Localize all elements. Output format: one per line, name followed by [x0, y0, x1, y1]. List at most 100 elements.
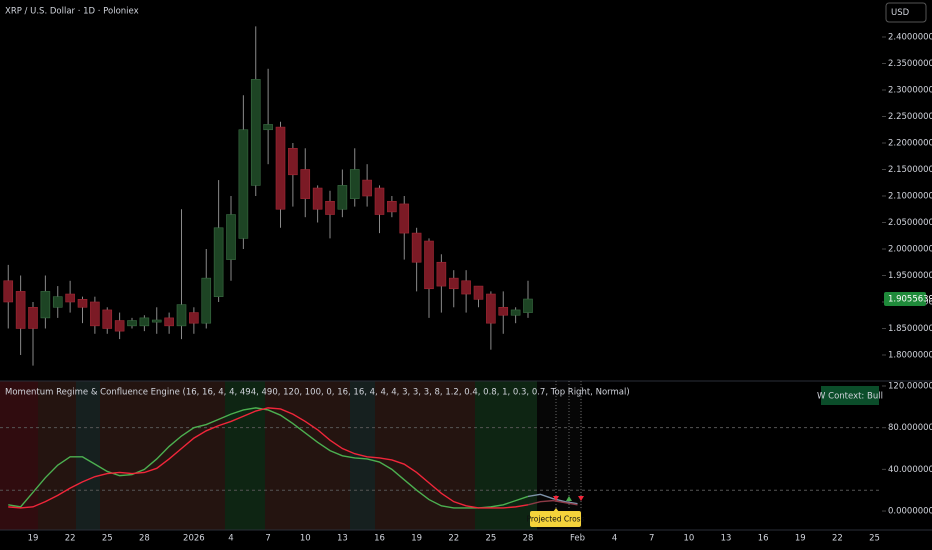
- candle-body: [288, 147, 298, 176]
- regime-band: [265, 381, 350, 530]
- context-label: W Context: Bull: [817, 392, 883, 402]
- x-tick-label: 22: [832, 534, 843, 544]
- y-tick-label: 2.40000000: [888, 32, 932, 42]
- x-tick-label: 28: [523, 534, 534, 544]
- candle-body: [325, 200, 335, 215]
- chart-title: XRP / U.S. Dollar · 1D · Poloniex: [5, 7, 139, 17]
- y-tick-label: 2.15000000: [888, 165, 932, 175]
- x-tick-label: 25: [485, 534, 496, 544]
- candle-body: [424, 240, 434, 290]
- candle-body: [250, 79, 261, 186]
- x-tick-label: 4: [228, 534, 233, 544]
- candle-body: [461, 280, 471, 295]
- candle-body: [40, 291, 51, 319]
- currency-label[interactable]: USD: [891, 8, 910, 18]
- candle-body: [52, 296, 63, 308]
- candle-body: [213, 227, 224, 297]
- annotation: Projected Cross: [527, 515, 585, 524]
- candle-body: [238, 129, 249, 239]
- indicator-line: [8, 407, 529, 509]
- candle-body: [226, 214, 236, 260]
- candle-body: [362, 179, 372, 197]
- candle-body: [90, 301, 100, 327]
- last-price-label: 1.90556399: [888, 295, 932, 305]
- regime-band: [76, 381, 100, 530]
- y-tick-label: 2.10000000: [888, 191, 932, 201]
- cross-marker: [566, 496, 572, 501]
- x-tick-label: 10: [300, 534, 311, 544]
- y-tick-label: 0.00000000: [888, 507, 932, 517]
- y-tick-label: 2.30000000: [888, 85, 932, 95]
- currency-button[interactable]: [885, 2, 927, 23]
- indicator-line: [527, 493, 578, 505]
- y-tick-label: 1.80000000: [888, 350, 932, 360]
- candle-body: [201, 277, 212, 324]
- candle-body: [65, 293, 75, 303]
- x-tick-label: 22: [448, 534, 459, 544]
- candle-body: [139, 317, 150, 327]
- candle-body: [411, 232, 422, 263]
- candle-body: [387, 200, 397, 213]
- last-price-tag: [884, 292, 926, 307]
- candle-body: [300, 169, 311, 199]
- y-tick-label: 2.05000000: [888, 218, 932, 228]
- y-tick-label: 2.20000000: [888, 138, 932, 148]
- candle-body: [263, 124, 273, 131]
- regime-background: [0, 381, 582, 530]
- x-tick-label: 19: [795, 534, 806, 544]
- context-box: [821, 386, 879, 405]
- x-tick-label: 13: [721, 534, 732, 544]
- candle-body: [486, 293, 496, 324]
- x-tick-label: 19: [28, 534, 39, 544]
- candle-body: [3, 280, 14, 303]
- candle-body: [176, 304, 187, 327]
- y-tick-label: 80.00000000: [888, 423, 932, 433]
- x-tick-label: 2026: [183, 534, 205, 544]
- candle-body: [312, 187, 323, 210]
- y-tick-label: 40.00000000: [888, 465, 932, 475]
- regime-band: [100, 381, 225, 530]
- x-tick-label: 25: [869, 534, 880, 544]
- x-tick-label: 7: [265, 534, 270, 544]
- candle-body: [15, 291, 26, 329]
- y-tick-label: 2.35000000: [888, 59, 932, 69]
- y-tick-label: 120.00000000: [888, 382, 932, 392]
- candle-body: [374, 187, 385, 215]
- x-tick-label: 19: [411, 534, 422, 544]
- cross-marker: [578, 496, 584, 501]
- indicator-line: [8, 407, 529, 509]
- candle-body: [337, 185, 348, 210]
- regime-band: [0, 381, 38, 530]
- candle-body: [473, 285, 484, 300]
- y-tick-label: 2.25000000: [888, 112, 932, 122]
- indicator-title: Momentum Regime & Confluence Engine (16,…: [5, 388, 630, 398]
- annotation-box: [530, 511, 581, 527]
- x-tick-label: Feb: [570, 534, 585, 544]
- x-tick-label: 16: [758, 534, 769, 544]
- indicator-line: [527, 499, 578, 506]
- cross-marker: [553, 496, 559, 501]
- x-tick-label: 22: [65, 534, 76, 544]
- x-tick-label: 13: [337, 534, 348, 544]
- x-tick-label: 7: [649, 534, 654, 544]
- candle-body: [275, 126, 286, 210]
- candle-body: [102, 309, 113, 329]
- candle-body: [523, 298, 533, 313]
- regime-band: [537, 381, 582, 530]
- candle-body: [189, 312, 199, 324]
- y-tick-label: 1.85000000: [888, 324, 932, 334]
- candle-body: [164, 317, 174, 327]
- candle-body: [114, 320, 125, 332]
- x-tick-label: 25: [102, 534, 113, 544]
- candle-body: [349, 169, 360, 199]
- x-tick-label: 4: [612, 534, 617, 544]
- x-tick-label: 10: [683, 534, 694, 544]
- candle-body: [151, 319, 162, 323]
- x-tick-label: 16: [374, 534, 385, 544]
- candle-body: [510, 309, 521, 316]
- regime-band: [38, 381, 76, 530]
- candle-body: [436, 261, 447, 287]
- plot-area: 2.40000000 2.35000000 2.30000000 2.25000000…: [0, 26, 932, 544]
